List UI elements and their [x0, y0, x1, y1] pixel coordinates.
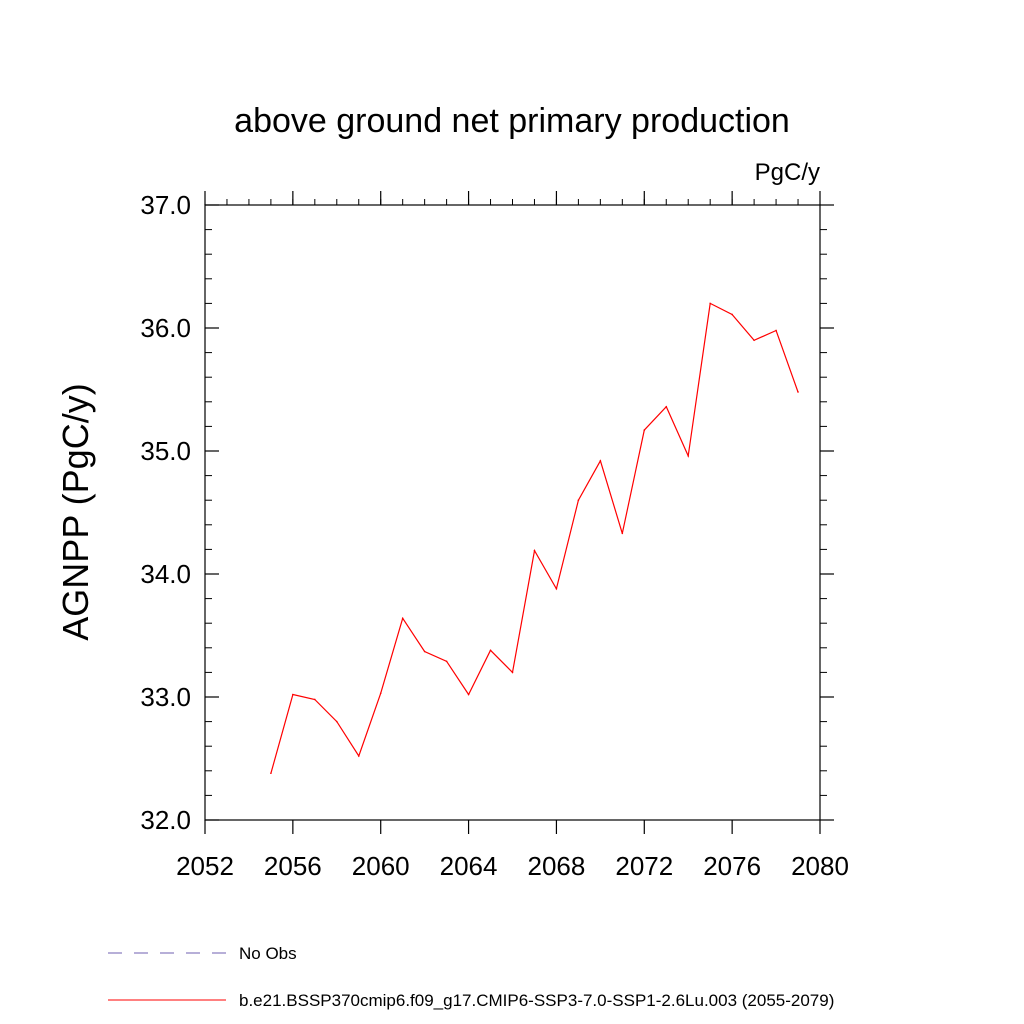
x-axis-ticks: 2052 2056 2060 2064 2068 2072 2076 2080: [176, 191, 849, 881]
data-point: [687, 455, 690, 457]
y-tick-label: 34.0: [140, 559, 191, 589]
x-tick-label: 2052: [176, 851, 234, 881]
y-tick-label: 36.0: [140, 313, 191, 343]
y-axis-label: AGNPP (PgC/y): [55, 383, 96, 640]
legend-label: No Obs: [239, 944, 297, 963]
x-tick-label: 2080: [791, 851, 849, 881]
y-tick-label: 33.0: [140, 682, 191, 712]
legend-label: b.e21.BSSP370cmip6.f09_g17.CMIP6-SSP3-7.…: [239, 991, 834, 1010]
y-tick-label: 32.0: [140, 805, 191, 835]
data-point: [577, 499, 580, 502]
series-group: [270, 302, 799, 775]
units-label: PgC/y: [755, 159, 820, 186]
data-point: [797, 391, 799, 393]
x-minor-ticks: [204, 199, 821, 205]
data-point: [753, 339, 755, 342]
data-point: [379, 692, 382, 695]
plot-frame: [204, 204, 821, 821]
data-point: [357, 755, 360, 757]
x-tick-label: 2056: [264, 851, 322, 881]
data-point: [775, 329, 777, 332]
y-tick-label: 35.0: [140, 436, 191, 466]
x-tick-label: 2072: [615, 851, 673, 881]
data-point: [423, 650, 426, 653]
y-tick-label: 37.0: [140, 190, 191, 220]
data-point: [731, 313, 733, 316]
data-point: [665, 405, 668, 408]
data-point: [489, 649, 492, 652]
chart-title: above ground net primary production: [234, 102, 790, 140]
y-minor-ticks: [205, 204, 827, 821]
data-point: [709, 302, 711, 305]
data-point: [599, 460, 602, 462]
legend: No Obs b.e21.BSSP370cmip6.f09_g17.CMIP6-S…: [108, 944, 834, 1010]
data-point: [511, 671, 514, 674]
data-point: [533, 549, 536, 552]
x-tick-label: 2064: [440, 851, 498, 881]
data-point: [621, 532, 624, 535]
data-point: [335, 720, 338, 723]
y-axis-ticks: 32.0 33.0 34.0 35.0 36.0 37.0: [140, 190, 834, 835]
x-tick-label: 2076: [703, 851, 761, 881]
data-point: [643, 429, 646, 431]
data-point: [445, 660, 448, 663]
data-point: [314, 698, 316, 701]
x-tick-label: 2068: [528, 851, 586, 881]
series-line: [270, 302, 799, 774]
data-point: [292, 693, 294, 696]
data-point: [467, 693, 470, 696]
x-tick-label: 2060: [352, 851, 410, 881]
data-point: [270, 772, 272, 775]
data-point: [401, 617, 404, 620]
data-point: [555, 587, 558, 590]
